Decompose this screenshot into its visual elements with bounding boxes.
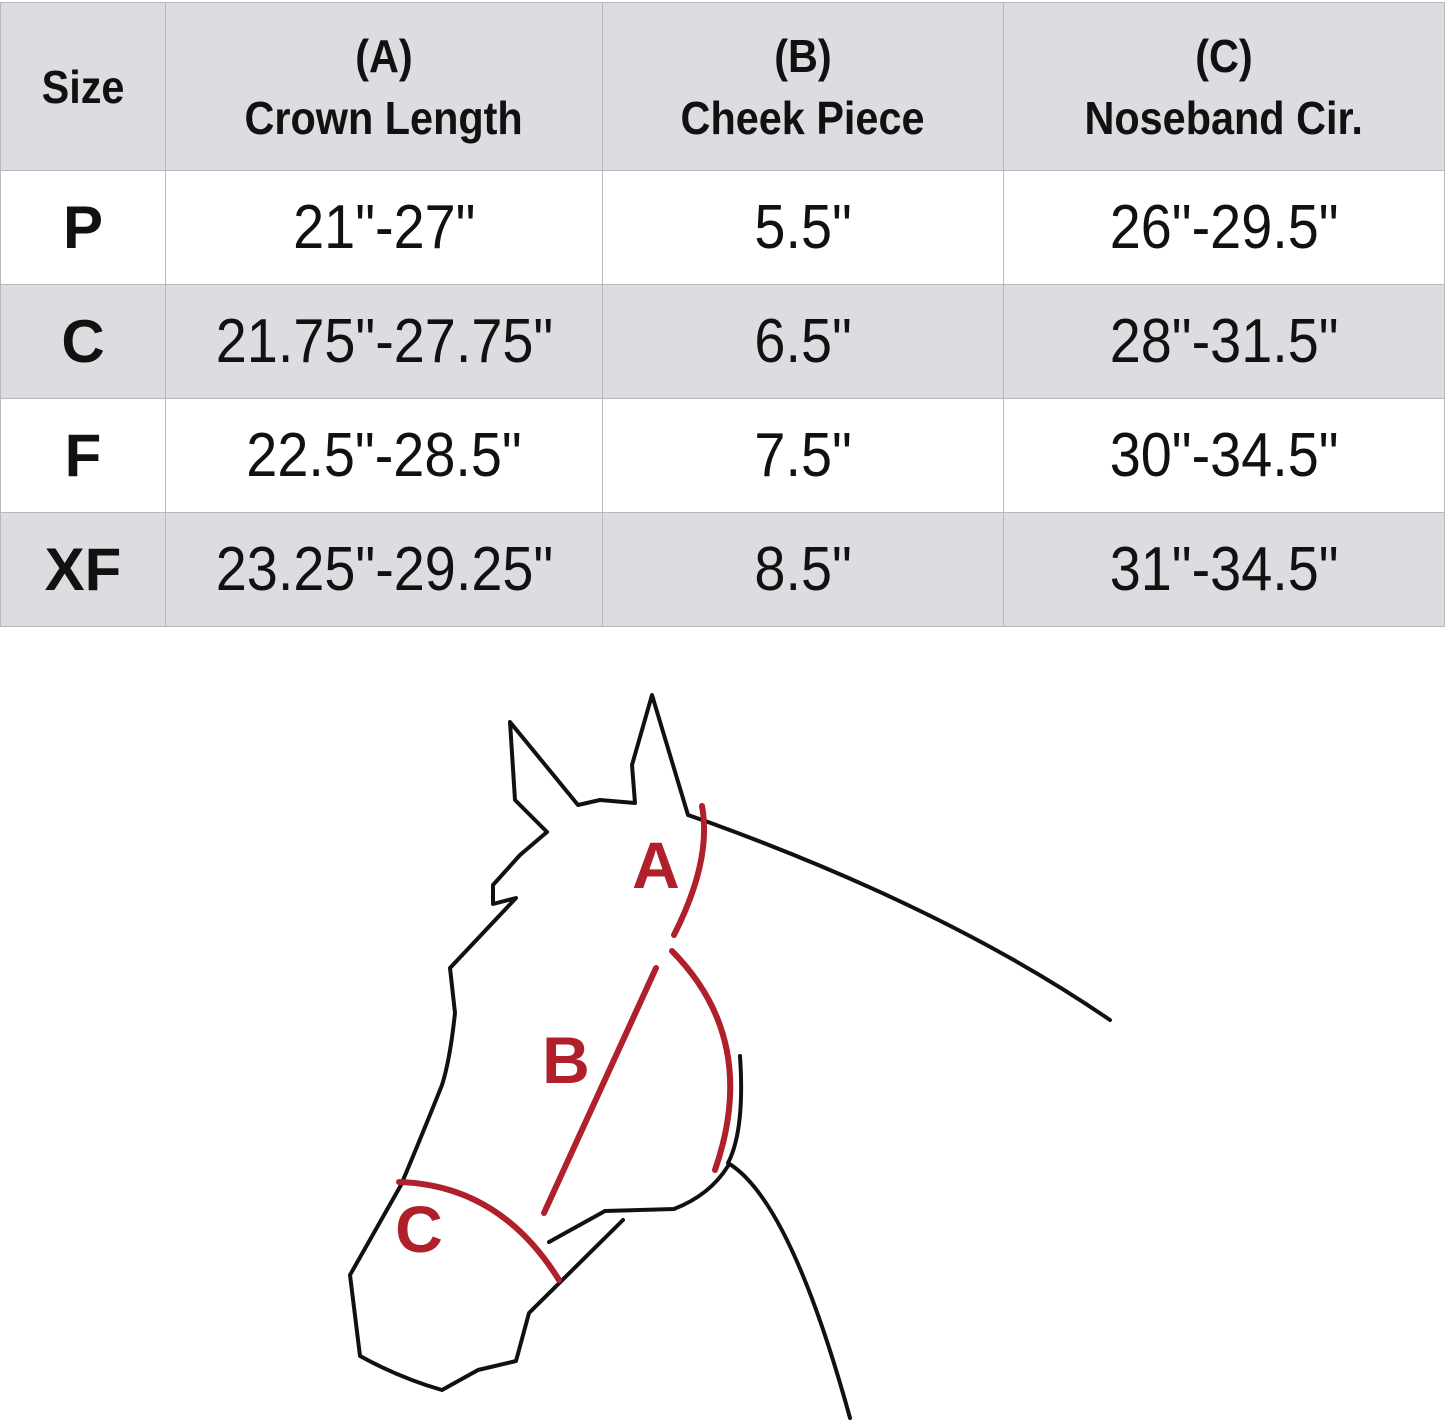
table-row: F 22.5"-28.5" 7.5" 30"-34.5" <box>0 398 1445 513</box>
measurement-lines <box>396 803 734 1283</box>
crown-measure-line <box>671 803 707 938</box>
throat-measure-line <box>669 948 734 1173</box>
cell-cheek: 7.5" <box>602 398 1004 513</box>
cell-crown: 23.25"-29.25" <box>165 512 603 627</box>
cell-crown: 21"-27" <box>165 170 603 285</box>
noseband-measure-line <box>396 1179 562 1283</box>
header-noseband: (C) Noseband Cir. <box>1003 2 1445 171</box>
cell-noseband: 30"-34.5" <box>1003 398 1445 513</box>
cheek-measure-line <box>541 965 659 1216</box>
table-header-row: Size (A) Crown Length (B) Cheek Piece (C) N… <box>0 2 1445 171</box>
table-row: XF 23.25"-29.25" 8.5" 31"-34.5" <box>0 512 1445 627</box>
cell-noseband: 28"-31.5" <box>1003 284 1445 399</box>
label-c: C <box>395 1192 443 1266</box>
cell-cheek: 5.5" <box>602 170 1004 285</box>
table-row: P 21"-27" 5.5" 26"-29.5" <box>0 170 1445 285</box>
header-size: Size <box>0 2 166 171</box>
cell-cheek: 6.5" <box>602 284 1004 399</box>
cell-crown: 21.75"-27.75" <box>165 284 603 399</box>
horse-outline <box>348 693 1112 1420</box>
cell-size: F <box>0 398 166 513</box>
size-chart-table: Size (A) Crown Length (B) Cheek Piece (C) N… <box>0 2 1445 627</box>
header-crown-length: (A) Crown Length <box>165 2 603 171</box>
header-cheek-piece: (B) Cheek Piece <box>602 2 1004 171</box>
cell-noseband: 31"-34.5" <box>1003 512 1445 627</box>
label-a: A <box>632 828 680 902</box>
table-row: C 21.75"-27.75" 6.5" 28"-31.5" <box>0 284 1445 399</box>
cell-cheek: 8.5" <box>602 512 1004 627</box>
cell-noseband: 26"-29.5" <box>1003 170 1445 285</box>
cell-crown: 22.5"-28.5" <box>165 398 603 513</box>
label-b: B <box>542 1023 590 1097</box>
cell-size: P <box>0 170 166 285</box>
cell-size: XF <box>0 512 166 627</box>
